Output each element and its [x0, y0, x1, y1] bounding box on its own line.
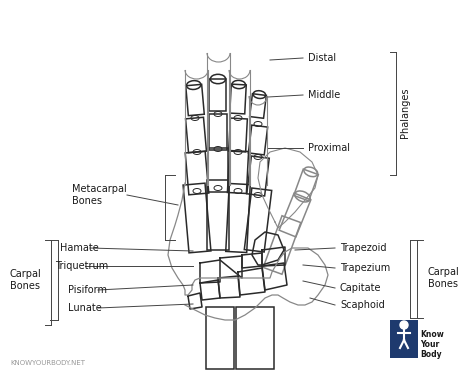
Text: Triquetrum: Triquetrum	[55, 261, 108, 271]
Text: Trapezoid: Trapezoid	[340, 243, 386, 253]
Text: Body: Body	[420, 350, 442, 359]
Text: Scaphoid: Scaphoid	[340, 300, 385, 310]
Text: Trapezium: Trapezium	[340, 263, 390, 273]
Text: Proximal: Proximal	[308, 143, 350, 153]
Text: Middle: Middle	[308, 90, 340, 100]
Text: Lunate: Lunate	[68, 303, 102, 313]
Text: Capitate: Capitate	[340, 283, 382, 293]
Text: Know: Know	[420, 330, 444, 339]
Text: KNOWYOURBODY.NET: KNOWYOURBODY.NET	[10, 360, 85, 366]
Text: Hamate: Hamate	[60, 243, 99, 253]
Text: Phalanges: Phalanges	[400, 88, 410, 138]
Text: Your: Your	[420, 340, 439, 349]
FancyBboxPatch shape	[390, 320, 418, 358]
Text: Carpal
Bones: Carpal Bones	[10, 269, 42, 291]
Text: Metacarpal
Bones: Metacarpal Bones	[72, 184, 127, 206]
Text: Distal: Distal	[308, 53, 336, 63]
Circle shape	[400, 321, 408, 329]
Text: Pisiform: Pisiform	[68, 285, 107, 295]
Text: Carpal
Bones: Carpal Bones	[428, 267, 460, 289]
